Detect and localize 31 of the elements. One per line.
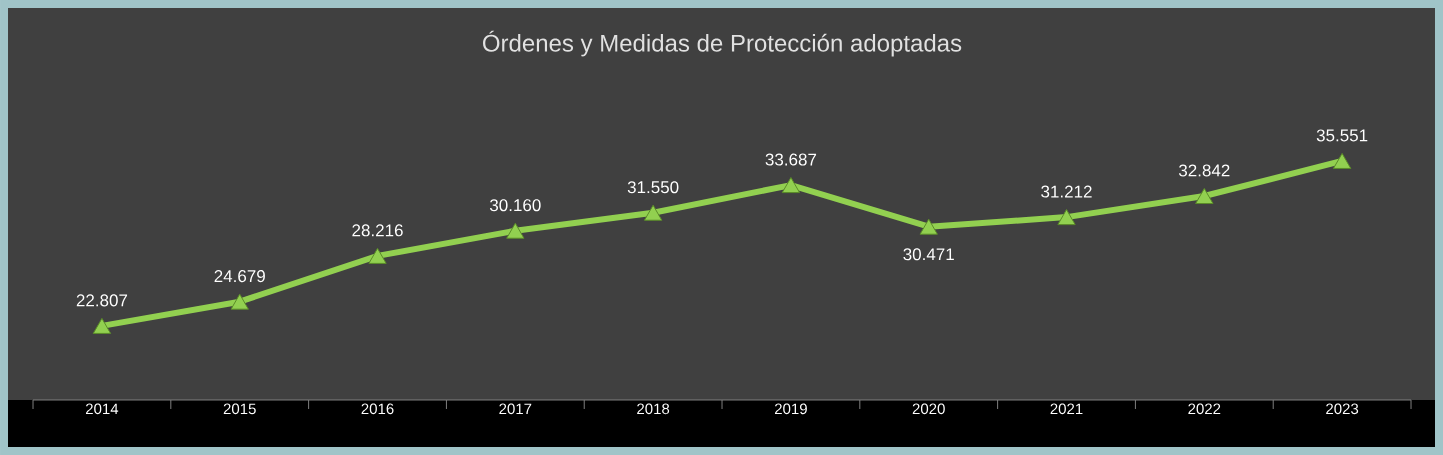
data-label: 31.550 xyxy=(627,181,679,194)
data-label: 31.212 xyxy=(1041,185,1092,198)
point xyxy=(230,293,249,310)
point xyxy=(1332,152,1352,169)
point xyxy=(643,204,663,221)
x-tick-label: 2020 xyxy=(912,403,945,415)
data-label: 32.842 xyxy=(1178,164,1230,177)
point xyxy=(919,218,938,235)
data-label: 28.216 xyxy=(352,224,403,237)
data-label: 22.807 xyxy=(76,294,128,307)
point xyxy=(92,317,112,334)
x-tick-label: 2015 xyxy=(223,403,256,415)
x-tick-label: 2018 xyxy=(637,403,670,415)
data-label: 35.551 xyxy=(1316,129,1368,142)
x-tick-label: 2019 xyxy=(774,403,807,415)
data-label: 30.471 xyxy=(903,248,954,261)
point xyxy=(781,177,801,194)
point xyxy=(1195,188,1214,205)
data-label: 33.687 xyxy=(765,153,817,166)
x-tick-label: 2014 xyxy=(85,403,119,415)
data-label: 24.679 xyxy=(214,270,265,283)
point xyxy=(1057,209,1076,226)
chart-title: Órdenes y Medidas de Protección adoptadas xyxy=(483,30,962,57)
x-tick-label: 2017 xyxy=(499,403,532,415)
data-label: 30.160 xyxy=(489,199,541,212)
x-tick-label: 2016 xyxy=(361,403,394,415)
point xyxy=(368,247,387,264)
x-tick-label: 2023 xyxy=(1326,403,1359,415)
x-tick-label: 2021 xyxy=(1050,403,1083,415)
point xyxy=(506,222,525,239)
x-tick-label: 2022 xyxy=(1188,403,1221,415)
